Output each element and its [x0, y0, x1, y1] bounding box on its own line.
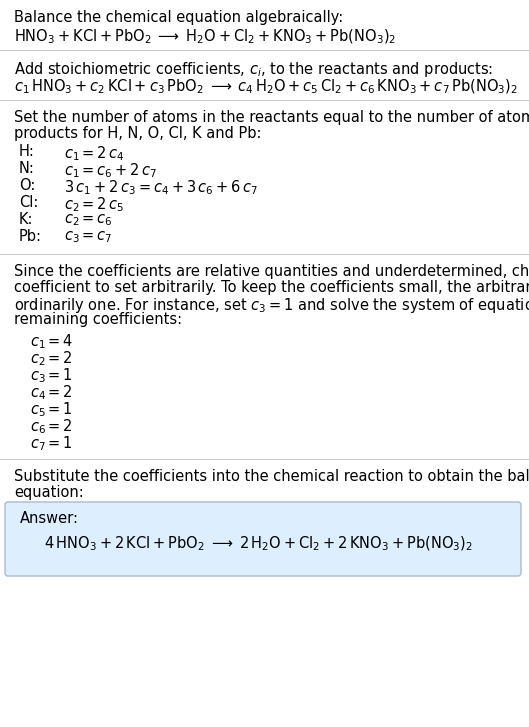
Text: products for H, N, O, Cl, K and Pb:: products for H, N, O, Cl, K and Pb:: [14, 126, 261, 141]
Text: $c_1 = 2\,c_4$: $c_1 = 2\,c_4$: [64, 144, 125, 163]
Text: $c_1 = 4$: $c_1 = 4$: [30, 332, 74, 350]
Text: Since the coefficients are relative quantities and underdetermined, choose a: Since the coefficients are relative quan…: [14, 264, 529, 279]
Text: O:: O:: [19, 178, 35, 193]
FancyBboxPatch shape: [5, 502, 521, 576]
Text: K:: K:: [19, 212, 33, 227]
Text: $3\,c_1 + 2\,c_3 = c_4 + 3\,c_6 + 6\,c_7$: $3\,c_1 + 2\,c_3 = c_4 + 3\,c_6 + 6\,c_7…: [64, 178, 258, 197]
Text: $c_6 = 2$: $c_6 = 2$: [30, 417, 73, 435]
Text: $c_1\,\mathrm{HNO_3} + c_2\,\mathrm{KCl} + c_3\,\mathrm{PbO_2}$$\;\longrightarro: $c_1\,\mathrm{HNO_3} + c_2\,\mathrm{KCl}…: [14, 78, 518, 97]
Text: equation:: equation:: [14, 485, 84, 500]
Text: $c_5 = 1$: $c_5 = 1$: [30, 400, 73, 419]
Text: Pb:: Pb:: [19, 229, 42, 244]
Text: $c_4 = 2$: $c_4 = 2$: [30, 383, 73, 402]
Text: Balance the chemical equation algebraically:: Balance the chemical equation algebraica…: [14, 10, 343, 25]
Text: $c_1 = c_6 + 2\,c_7$: $c_1 = c_6 + 2\,c_7$: [64, 161, 157, 180]
Text: Set the number of atoms in the reactants equal to the number of atoms in the: Set the number of atoms in the reactants…: [14, 110, 529, 125]
Text: coefficient to set arbitrarily. To keep the coefficients small, the arbitrary va: coefficient to set arbitrarily. To keep …: [14, 280, 529, 295]
Text: Cl:: Cl:: [19, 195, 39, 210]
Text: Add stoichiometric coefficients, $c_i$, to the reactants and products:: Add stoichiometric coefficients, $c_i$, …: [14, 60, 493, 79]
Text: $c_7 = 1$: $c_7 = 1$: [30, 434, 73, 453]
Text: N:: N:: [19, 161, 35, 176]
Text: $c_3 = c_7$: $c_3 = c_7$: [64, 229, 113, 245]
Text: $4\,\mathrm{HNO_3} + 2\,\mathrm{KCl} + \mathrm{PbO_2}$$\;\longrightarrow\;$$2\,\: $4\,\mathrm{HNO_3} + 2\,\mathrm{KCl} + \…: [44, 535, 473, 553]
Text: remaining coefficients:: remaining coefficients:: [14, 312, 182, 327]
Text: ordinarily one. For instance, set $c_3 = 1$ and solve the system of equations fo: ordinarily one. For instance, set $c_3 =…: [14, 296, 529, 315]
Text: $c_3 = 1$: $c_3 = 1$: [30, 366, 73, 385]
Text: $\mathrm{HNO_3 + KCl + PbO_2}$$\;\longrightarrow\;$$\mathrm{H_2O + Cl_2 + KNO_3 : $\mathrm{HNO_3 + KCl + PbO_2}$$\;\longri…: [14, 28, 396, 47]
Text: H:: H:: [19, 144, 35, 159]
Text: $c_2 = c_6$: $c_2 = c_6$: [64, 212, 113, 228]
Text: Substitute the coefficients into the chemical reaction to obtain the balanced: Substitute the coefficients into the che…: [14, 469, 529, 484]
Text: Answer:: Answer:: [20, 511, 79, 526]
Text: $c_2 = 2$: $c_2 = 2$: [30, 349, 73, 368]
Text: $c_2 = 2\,c_5$: $c_2 = 2\,c_5$: [64, 195, 124, 214]
